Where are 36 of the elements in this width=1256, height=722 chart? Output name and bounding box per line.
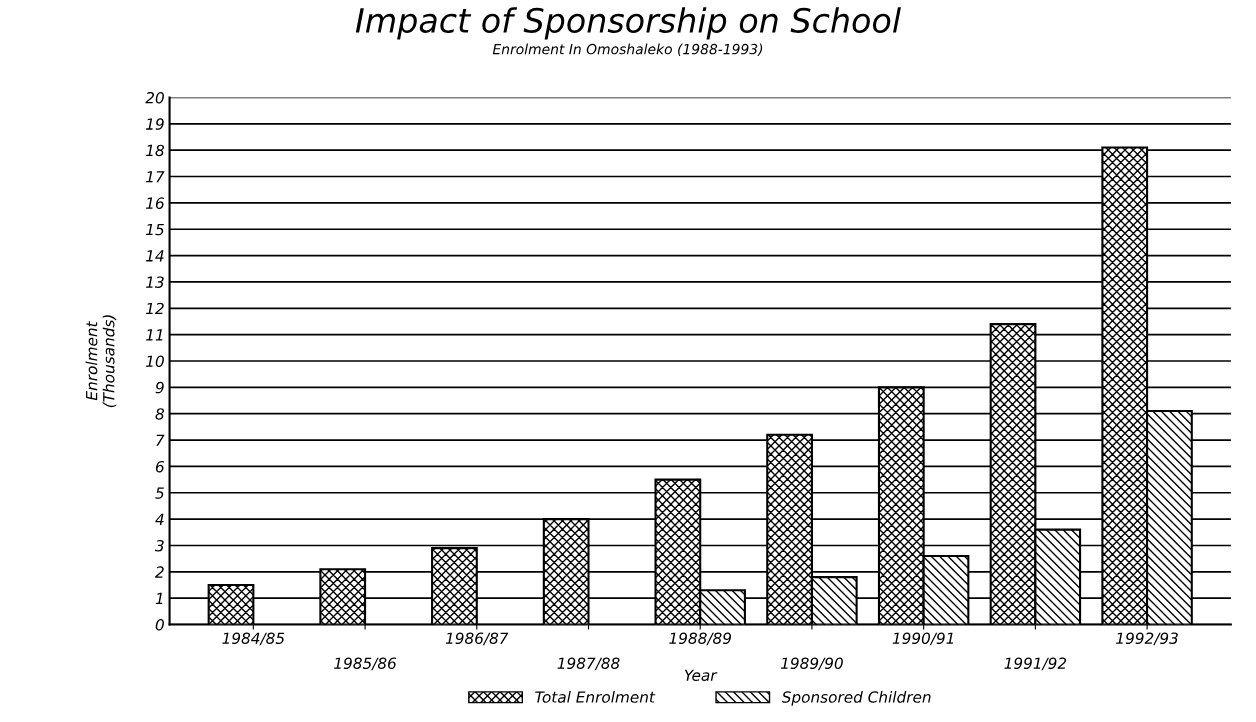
y-tick-label: 18: [146, 144, 165, 157]
x-tick-label: 1990/91: [892, 632, 954, 646]
x-tick-label: 1987/88: [557, 657, 620, 671]
y-tick-label: 13: [146, 276, 164, 288]
y-tick-label: 2: [155, 566, 164, 578]
y-tick-label: 8: [155, 408, 165, 420]
legend-label: Total Enrolment: [535, 690, 656, 703]
y-tick-label: 11: [146, 329, 163, 341]
y-tick-label: 3: [155, 539, 164, 552]
y-tick-label: 4: [155, 513, 164, 525]
chart-subtitle: Enrolment In Omoshaleko (1988-1993): [492, 43, 763, 56]
y-tick-label: 5: [155, 487, 164, 499]
y-axis-title: Enrolment (Thousands): [85, 315, 117, 408]
y-tick-label: 10: [146, 355, 164, 368]
y-tick-label: 6: [155, 460, 165, 473]
y-tick-label: 9: [155, 381, 164, 394]
x-tick-label: 1992/93: [1116, 632, 1178, 646]
y-tick-label: 1: [155, 592, 163, 604]
y-tick-label: 19: [146, 118, 164, 130]
x-tick-label: 1984/85: [222, 632, 285, 646]
y-tick-label: 14: [146, 250, 164, 262]
x-tick-label: 1988/89: [669, 632, 732, 646]
y-tick-label: 0: [155, 619, 164, 631]
y-tick-label: 12: [146, 302, 164, 315]
y-tick-label: 7: [156, 434, 165, 446]
x-tick-label: 1989/90: [780, 657, 843, 671]
x-tick-label: 1986/87: [445, 632, 509, 646]
x-axis-title: Year: [684, 669, 718, 681]
y-tick-label: 17: [146, 171, 165, 183]
legend-label: Sponsored Children: [781, 690, 931, 706]
y-tick-label: 20: [145, 91, 164, 104]
x-tick-label: 1991/92: [1004, 657, 1067, 671]
y-tick-label: 16: [146, 197, 165, 209]
x-tick-label: 1985/86: [334, 657, 397, 671]
chart-title: Impact of Sponsorship on School: [355, 7, 901, 40]
y-tick-label: 15: [146, 223, 164, 236]
